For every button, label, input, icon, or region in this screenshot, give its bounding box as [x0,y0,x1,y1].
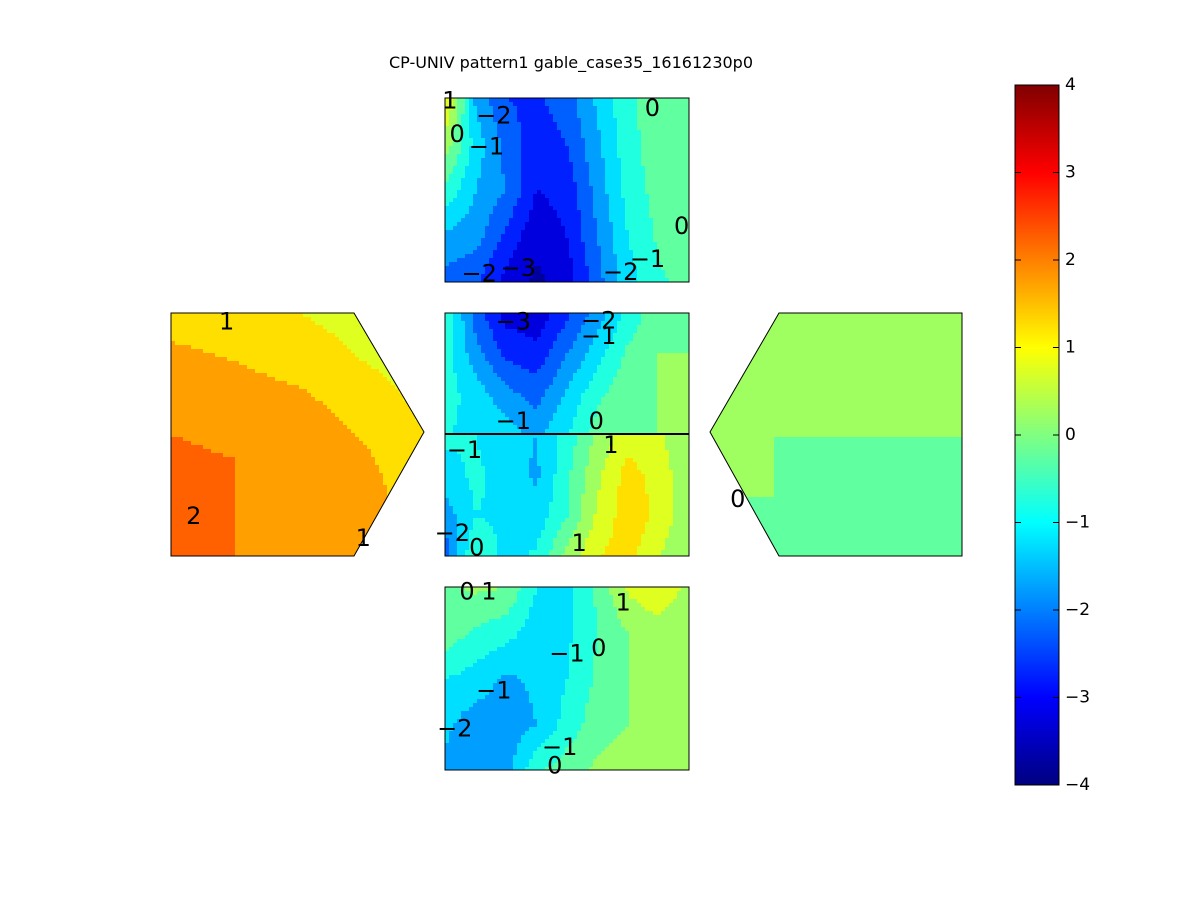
colorbar-tick-label: 1 [1065,338,1076,358]
colorbar-tick-label: 2 [1065,250,1076,270]
contour-fill-wall-lower [445,434,689,556]
contour-label: −3 [496,308,531,336]
contour-label: 0 [450,120,465,148]
contour-label: 0 [730,485,745,513]
contour-label: −1 [447,436,482,464]
contour-label: −2 [461,260,496,288]
contour-label: 1 [615,588,630,616]
contour-label: 0 [674,212,689,240]
contour-label: 1 [219,308,234,336]
colorbar-tick-label: −1 [1065,513,1090,533]
contour-label: −1 [496,407,531,435]
contour-fill-gable-right [710,313,962,556]
colorbar-tick-label: 0 [1065,425,1076,445]
contour-label: −2 [437,715,472,743]
contour-label: 0 [591,634,606,662]
colorbar-gradient [1014,84,1060,786]
contour-label: −1 [581,322,616,350]
contour-label: 0 [547,751,562,779]
panel-outline-roof-leeward [444,586,690,771]
panel-outline-roof-windward [444,97,690,283]
panel-outline-gable-right [709,312,963,557]
contour-label: −2 [435,519,470,547]
colorbar: 4 3 2 1 0 −1 −2 −3 −4 [1014,75,1090,795]
contour-label: −3 [501,254,536,282]
contour-label: 0 [469,534,484,562]
colorbar-ticks: 4 3 2 1 0 −1 −2 −3 −4 [1015,75,1090,795]
contour-fill-wall-upper [445,313,689,434]
contour-label: −1 [630,245,665,273]
contour-label: 0 [645,94,660,122]
contour-label: −1 [549,640,584,668]
colorbar-tick-label: 3 [1065,163,1076,183]
panel-roof-leeward: 0 1 1−1 0−1−2−10 [437,577,690,779]
colorbar-tick-label: −3 [1065,688,1090,708]
contour-fill-roof-windward [445,98,689,282]
colorbar-tick-label: −4 [1065,775,1090,795]
contour-fill-roof-leeward [445,587,689,770]
contour-label: 1 [442,87,457,115]
contour-label: 2 [186,502,201,530]
contour-fill-gable-left [171,313,424,556]
contour-label: 0 [589,407,604,435]
colorbar-tick-label: 4 [1065,75,1076,95]
panel-roof-windward: 1−20 −100−2 −3 −2−1 [442,87,690,288]
contour-label: 0 [459,577,474,605]
chart-title: CP-UNIV pattern1 gable_case35_16161230p0 [389,53,753,73]
contour-label: −2 [581,306,616,334]
contour-label: −2 [476,101,511,129]
panel-wall-lower: −1 1 −20 1 [435,431,690,562]
panel-gable-left: 1 2 1 [170,308,425,557]
panel-gable-right: 0 [709,312,963,557]
contour-label: −1 [542,733,577,761]
contour-label: −2 [603,258,638,286]
contour-label: 1 [603,431,618,459]
contour-label: −1 [476,676,511,704]
contour-label: 1 [572,529,587,557]
contour-panels: 1−20 −100−2 −3 −2−1−3 −2−1−1 0−1 1−20 10 1 1−1 0−1… [170,87,963,779]
contour-label: 1 [356,524,371,552]
contour-label: 1 [481,577,496,605]
panel-outline-gable-left [170,312,425,557]
panel-wall-upper: −3 −2−1−1 0 [444,306,690,435]
contour-label: −1 [469,133,504,161]
colorbar-tick-label: −2 [1065,600,1090,620]
